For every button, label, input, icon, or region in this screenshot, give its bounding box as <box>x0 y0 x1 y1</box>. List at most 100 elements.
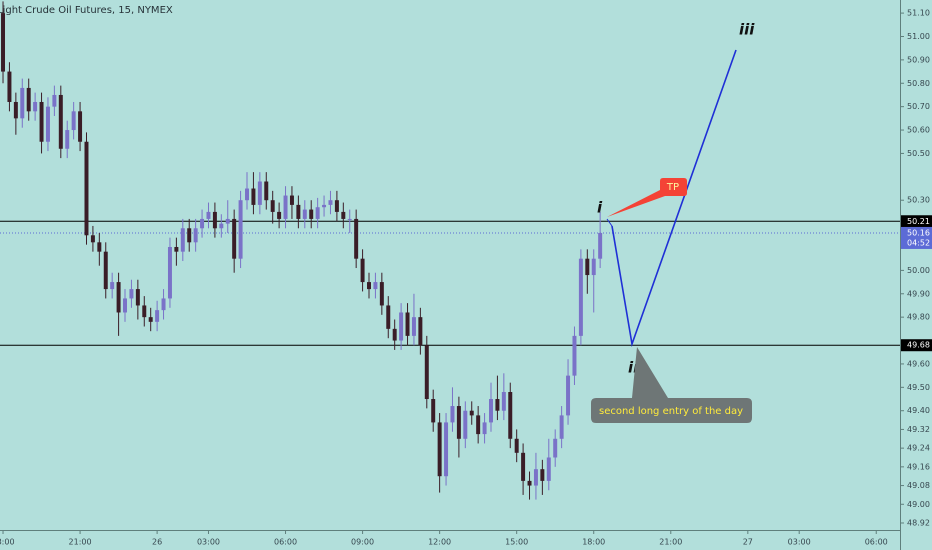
candle-body <box>418 317 423 346</box>
x-tick-label: 03:00 <box>197 538 220 547</box>
candle-body <box>328 200 333 205</box>
candle-body <box>540 469 545 481</box>
x-tick-label: 26 <box>152 538 162 547</box>
x-tick-label: 06:00 <box>274 538 297 547</box>
x-tick-label: 27 <box>743 538 753 547</box>
x-tick-label: 06:00 <box>865 538 888 547</box>
last-price-box <box>901 226 932 249</box>
candle-body <box>463 410 468 439</box>
candle-body <box>142 305 147 318</box>
wave-label-i: i <box>597 199 603 217</box>
y-tick-label: 49.16 <box>907 462 930 471</box>
candle-body <box>65 130 70 149</box>
candle-body <box>315 207 320 219</box>
candle-body <box>367 282 371 290</box>
candle-body <box>585 258 590 276</box>
y-tick-label: 49.60 <box>907 359 930 368</box>
candle-body <box>245 188 249 201</box>
candle-body <box>110 282 115 290</box>
candle-body <box>270 200 275 212</box>
tp-label: TP <box>666 182 679 193</box>
candle-body <box>277 211 282 219</box>
candle-body <box>405 312 410 336</box>
wave-label-ii: ii <box>628 359 639 377</box>
y-tick-label: 50.90 <box>907 55 930 64</box>
y-tick-label: 49.80 <box>907 313 930 322</box>
candle-body <box>508 392 513 439</box>
x-tick-label: 18:00 <box>582 538 605 547</box>
y-tick-label: 49.24 <box>907 444 930 453</box>
candle-body <box>52 94 57 107</box>
candle-body <box>123 298 128 313</box>
wave-connector <box>606 218 613 227</box>
candle-body <box>26 87 31 112</box>
candle-body <box>514 438 519 453</box>
candle-body <box>148 317 153 322</box>
x-tick-label: 09:00 <box>351 538 374 547</box>
price-axis: 51.10 51.00 50.90 50.80 50.70 50.60 50.50 50.30… <box>0 9 932 547</box>
candle-body <box>174 246 179 252</box>
candle-body <box>501 392 506 411</box>
candle-body <box>212 211 217 229</box>
candle-body <box>129 289 134 299</box>
x-tick-label: 18:00 <box>0 538 15 547</box>
y-tick-label: 49.40 <box>907 406 930 415</box>
candle-body <box>71 111 76 131</box>
last-price-label: 50.16 <box>907 228 930 237</box>
candle-body <box>302 209 307 219</box>
price-label: 49.68 <box>907 341 930 350</box>
y-tick-label: 49.50 <box>907 383 930 392</box>
candle-body <box>495 399 500 411</box>
candle-body <box>200 218 205 229</box>
candle-body <box>521 452 526 481</box>
candle-body <box>334 200 339 212</box>
candle-body <box>33 101 38 112</box>
candle-body <box>527 480 532 486</box>
candle-body <box>533 469 538 486</box>
x-tick-label: 03:00 <box>788 538 811 547</box>
candle-body <box>7 71 12 102</box>
y-tick-label: 50.30 <box>907 196 930 205</box>
candle-body <box>161 298 166 311</box>
candle-body <box>296 204 301 219</box>
candle-body <box>591 258 596 276</box>
candle-body <box>578 258 583 336</box>
y-tick-label: 50.60 <box>907 126 930 135</box>
candle-body <box>206 211 211 219</box>
candle-body <box>97 242 102 252</box>
candle-body <box>289 195 294 205</box>
y-tick-label: 49.08 <box>907 481 930 490</box>
candle-body <box>20 87 25 119</box>
y-tick-label: 50.50 <box>907 149 930 158</box>
candle-body <box>411 317 416 336</box>
candle-body <box>13 101 18 119</box>
x-tick-label: 21:00 <box>659 538 682 547</box>
y-tick-label: 49.32 <box>907 425 930 434</box>
y-tick-label: 49.90 <box>907 289 930 298</box>
candle-body <box>309 209 314 219</box>
candle-body <box>566 375 571 416</box>
candle-body <box>392 328 397 341</box>
candle-body <box>341 211 346 219</box>
candle-body <box>155 310 160 322</box>
candle-body <box>232 218 237 259</box>
y-tick-label: 49.00 <box>907 500 930 509</box>
candle-body <box>103 251 108 290</box>
price-label: 50.21 <box>907 217 930 226</box>
candle-body <box>469 410 474 416</box>
candle-body <box>84 141 89 236</box>
candle-body <box>90 235 95 243</box>
price-label-box <box>901 339 932 352</box>
candle-body <box>379 282 384 306</box>
candle-body <box>399 312 404 341</box>
candle-body <box>1 13 6 72</box>
candle-body <box>264 181 269 201</box>
candle-body <box>322 204 327 208</box>
candle-body <box>251 188 256 205</box>
y-tick-label: 51.00 <box>907 32 930 41</box>
candle-body <box>572 335 577 376</box>
price-label-box <box>901 215 932 228</box>
candle-body <box>553 438 558 458</box>
